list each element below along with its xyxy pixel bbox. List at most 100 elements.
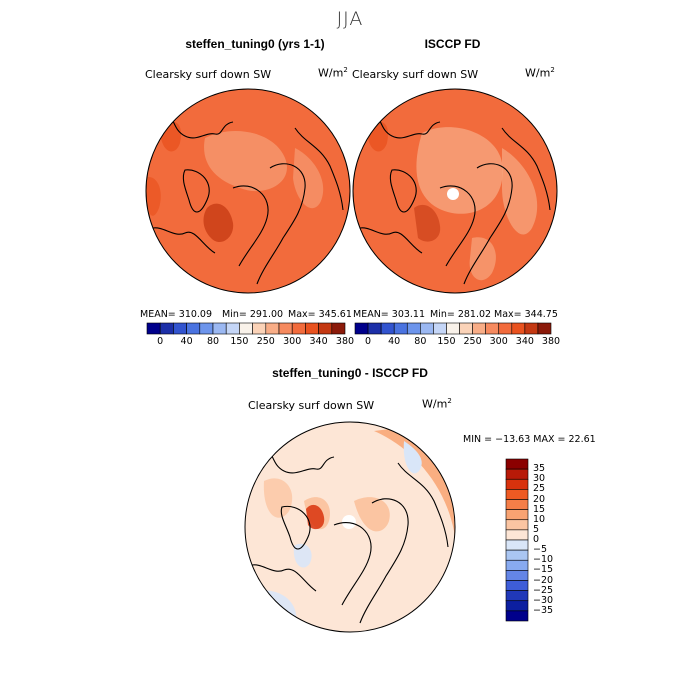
panel-2-colorbar-swatch — [406, 322, 421, 335]
panel-1-mean: MEAN= 310.09 — [140, 309, 213, 320]
panel-3-colorbar-tick-label: 0 — [533, 534, 540, 545]
panel-2-colorbar-swatch — [420, 322, 434, 335]
panel-1-max: Max= 345.61 — [288, 309, 352, 320]
panel-1-colorbar-swatch — [186, 322, 201, 335]
panel-3-colorbar-tick-label: −15 — [533, 564, 554, 576]
panel-1-colorbar-swatch — [265, 322, 280, 335]
panel-1-colorbar-tick-label: 0 — [157, 336, 164, 347]
panel-2-colorbar-swatch — [498, 322, 513, 335]
panel-1-colorbar-swatch — [291, 322, 306, 335]
panel-3-colorbar-swatch — [505, 590, 529, 602]
panel-2-colorbar-swatch — [524, 322, 539, 335]
panel-2-colorbar-tick-label: 300 — [489, 336, 508, 347]
panel-3-polar-map — [244, 421, 456, 633]
panel-1-colorbar-tick-label: 150 — [230, 336, 249, 347]
panel-1-colorbar-swatch — [252, 322, 267, 335]
panel-1-colorbar-tick-label: 80 — [206, 336, 220, 347]
panel-2-colorbar-swatch — [511, 322, 526, 335]
panel-2-colorbar-swatch — [354, 322, 369, 335]
panel-1-variable-label: Clearsky surf down SW — [145, 68, 272, 81]
panel-1-colorbar-tick-label: 300 — [283, 336, 302, 347]
panel-1-colorbar-tick-label: 340 — [309, 336, 328, 347]
panel-2-colorbar-swatch — [485, 322, 500, 335]
panel-3-colorbar-tick-label: −10 — [533, 554, 554, 566]
panel-2-colorbar-tick-label: 340 — [515, 336, 534, 347]
panel-3-colorbar-swatch — [505, 529, 529, 541]
panel-3-colorbar-swatch — [505, 559, 529, 571]
panel-3-colorbar-labels: 35 30 25 20 15 10 5 0 −5 −10 −15 −20 −25 −30 −35 — [533, 459, 573, 621]
panel-1-colorbar-swatch — [331, 322, 346, 335]
panel-1-colorbar-swatch — [212, 322, 227, 335]
panel-2-colorbar-tick-label: 150 — [437, 336, 456, 347]
panel-3-colorbar-swatch — [505, 580, 529, 591]
panel-1-colorbar-tick-label: 40 — [180, 336, 193, 347]
panel-2-colorbar-swatch — [433, 322, 447, 335]
panel-2-colorbar-swatch — [367, 322, 382, 335]
panel-1-colorbar-swatch — [173, 322, 187, 335]
panel-3-colorbar-swatch — [505, 539, 529, 551]
panel-2-polar-map — [352, 88, 558, 294]
panel-2-colorbar-swatch — [446, 322, 460, 335]
panel-3-colorbar-tick-label: 35 — [533, 463, 546, 475]
panel-1-units: W/m2 — [318, 66, 348, 80]
panel-1-colorbar-labels: 0 40 80 150 250 300 340 380 — [147, 336, 354, 348]
panel-2-colorbar-tick-label: 40 — [388, 336, 401, 347]
panel-2-min: Min= 281.02 — [430, 309, 492, 320]
panel-2-colorbar-swatch — [459, 322, 473, 335]
panel-3-colorbar-tick-label: 10 — [533, 513, 546, 525]
panel-2-colorbar-swatch — [380, 322, 395, 335]
panel-3-colorbar-tick-label: 30 — [533, 473, 546, 485]
panel-1-colorbar-swatch — [318, 322, 333, 335]
panel-3-minmax: MIN = −13.63 MAX = 22.61 — [463, 434, 596, 445]
panel-1-colorbar-tick-label: 250 — [256, 336, 275, 347]
panel-3-colorbar-tick-label: 25 — [533, 483, 546, 495]
panel-1-colorbar-swatch — [225, 322, 240, 335]
panel-1-title: steffen_tuning0 (yrs 1-1) — [185, 37, 325, 51]
panel-2-colorbar-swatch — [393, 322, 408, 335]
panel-2-colorbar-tick-label: 0 — [365, 336, 372, 347]
panel-3-colorbar-swatch — [505, 468, 529, 480]
panel-3-colorbar-tick-label: 20 — [533, 493, 546, 505]
panel-3-colorbar-swatch — [505, 489, 529, 500]
panel-3-colorbar-swatch — [505, 458, 529, 470]
panel-1-colorbar-swatch — [199, 322, 214, 335]
panel-1-colorbar-tick-label: 380 — [335, 336, 355, 347]
panel-2-units: W/m2 — [525, 66, 555, 80]
panel-2-mean: MEAN= 303.11 — [353, 309, 426, 320]
panel-2-variable-label: Clearsky surf down SW — [352, 68, 479, 81]
panel-3-colorbar-swatch — [505, 478, 529, 490]
panel-2-title: ISCCP FD — [424, 37, 481, 51]
panel-3-colorbar-tick-label: −25 — [533, 584, 554, 596]
panel-2-colorbar-swatch — [472, 322, 486, 335]
panel-3-colorbar — [505, 458, 529, 622]
panel-1-min: Min= 291.00 — [222, 309, 284, 320]
panel-2-colorbar-tick-label: 250 — [463, 336, 482, 347]
panel-2-colorbar-swatch — [537, 322, 552, 335]
panel-1-colorbar-swatch — [278, 322, 293, 335]
panel-3-colorbar-tick-label: 5 — [533, 523, 540, 535]
panel-3-colorbar-swatch — [505, 509, 529, 521]
panel-1-colorbar-swatch — [146, 322, 161, 335]
panel-3-title: steffen_tuning0 - ISCCP FD — [272, 366, 428, 380]
panel-3-colorbar-swatch — [505, 499, 529, 510]
panel-3-colorbar-swatch — [505, 600, 529, 612]
panel-3-colorbar-tick-label: −30 — [533, 594, 554, 606]
figure-title: JJA — [336, 8, 364, 30]
panel-2-max: Max= 344.75 — [494, 309, 558, 320]
panel-2-colorbar-labels: 0 40 80 150 250 300 340 380 — [355, 336, 560, 348]
panel-1-colorbar-swatch — [305, 322, 319, 335]
panel-3-colorbar-swatch — [505, 570, 529, 581]
panel-1-polar-map — [145, 88, 351, 294]
panel-3-colorbar-tick-label: 15 — [533, 503, 546, 515]
panel-2-colorbar-tick-label: 80 — [414, 336, 427, 347]
panel-3-colorbar-swatch — [505, 549, 529, 561]
panel-3-colorbar-tick-label: −35 — [533, 604, 554, 616]
panel-1-colorbar-swatch — [239, 322, 253, 335]
panel-3-variable-label: Clearsky surf down SW — [248, 399, 375, 412]
panel-3-colorbar-tick-label: −5 — [533, 544, 548, 556]
panel-1-colorbar — [146, 322, 346, 335]
panel-3-colorbar-tick-label: −20 — [533, 574, 554, 586]
panel-3-units: W/m2 — [422, 397, 452, 411]
panel-1-colorbar-swatch — [159, 322, 174, 335]
panel-2-colorbar-tick-label: 380 — [541, 336, 561, 347]
